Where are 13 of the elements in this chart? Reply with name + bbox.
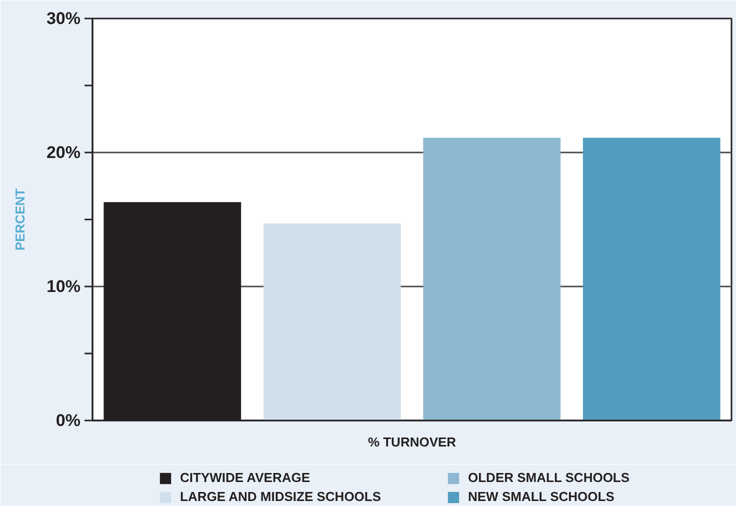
bar — [423, 138, 561, 420]
y-tick-label: 10% — [46, 277, 81, 296]
y-axis-title: PERCENT — [12, 188, 28, 251]
legend-label: LARGE AND MIDSIZE SCHOOLS — [180, 489, 382, 504]
legend-label: CITYWIDE AVERAGE — [180, 470, 312, 485]
x-tick-label: % TURNOVER — [368, 434, 457, 450]
y-tick-label: 0% — [56, 411, 81, 430]
y-tick-label: 20% — [46, 143, 81, 162]
legend-label: OLDER SMALL SCHOOLS — [468, 470, 631, 485]
y-tick-label: 30% — [46, 9, 81, 28]
legend-label: NEW SMALL SCHOOLS — [468, 489, 616, 504]
bar — [263, 224, 401, 420]
bar — [582, 138, 720, 420]
